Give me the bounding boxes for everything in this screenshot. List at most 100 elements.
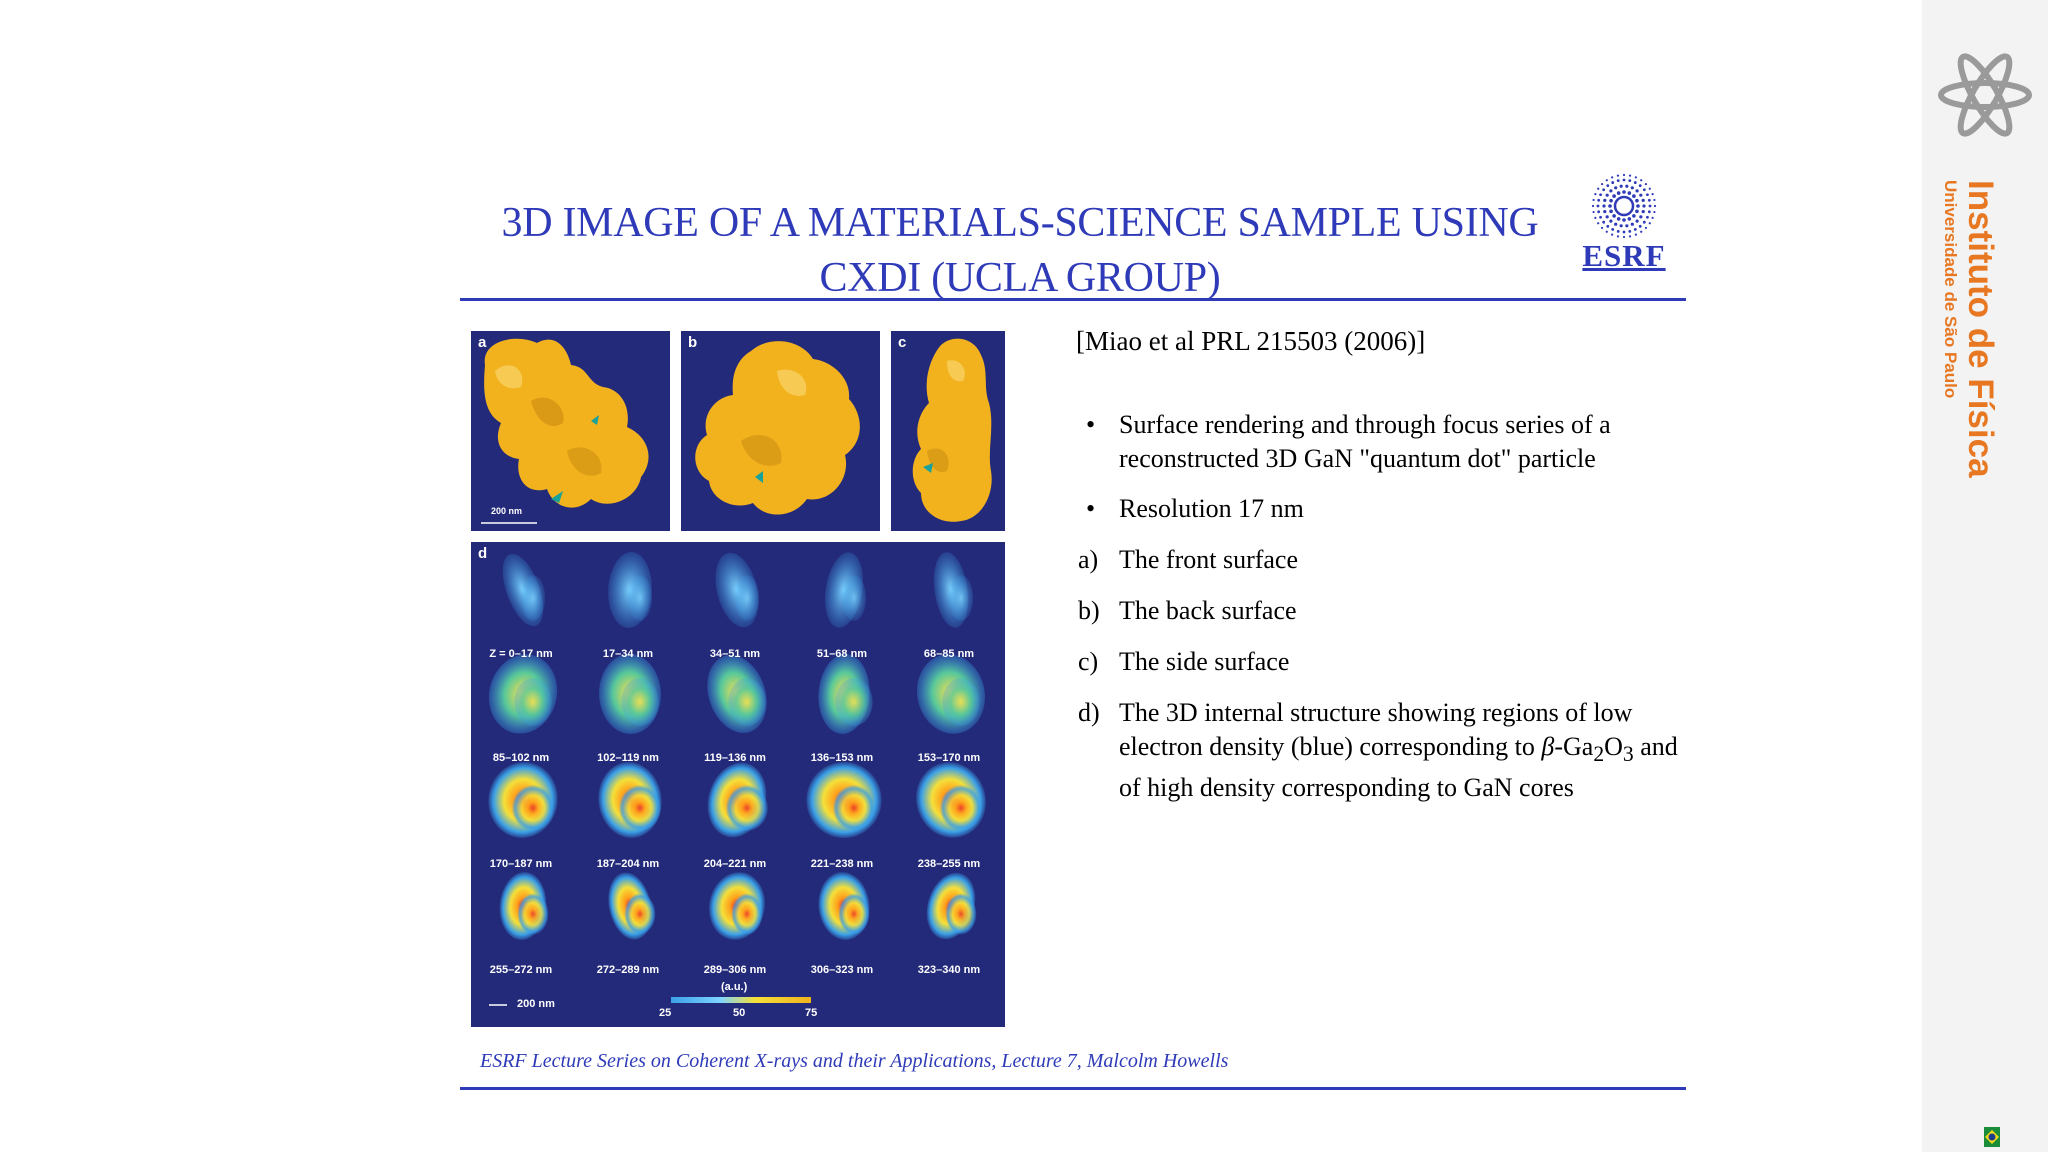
subscript: 2 [1593,742,1605,767]
slice-label: 289–306 nm [703,964,767,976]
density-slice-lobe [726,785,768,831]
bullet-item: d) The 3D internal structure showing reg… [1078,696,1682,805]
slice-label: 255–272 nm [489,964,553,976]
colorbar-unit: (a.u.) [721,981,748,993]
slice-label: 323–340 nm [917,964,981,976]
slice-label: 68–85 nm [923,648,975,660]
institute-title: Instituto de Física [1961,180,2000,478]
footer-text: ESRF Lecture Series on Coherent X-rays a… [480,1050,1229,1072]
bullet-text: Surface rendering and through focus seri… [1119,410,1611,473]
density-slice-lobe [945,893,977,935]
university-name: Universidade de São Paulo [1941,180,1960,399]
bullet-marker: b) [1078,596,1100,625]
bullet-item: c) The side surface [1078,645,1682,679]
slice-label: 119–136 nm [704,752,766,764]
bullet-text: Resolution 17 nm [1119,494,1304,523]
beta-symbol: β [1541,732,1555,761]
brazil-flag-icon [1984,1127,2000,1147]
density-slice-lobe [833,785,875,831]
density-slice-lobe [621,678,659,726]
panel-label-a: a [478,334,487,351]
surface-render-back [695,341,860,515]
bullet-text: The front surface [1119,545,1299,574]
figure-panel-c: c [891,331,1005,531]
density-slice-lobe [624,893,656,935]
bullet-text: The back surface [1119,596,1297,625]
panel-label-d: d [478,545,488,562]
slice-label: 170–187 nm [489,858,553,870]
slice-label: 306–323 nm [810,964,874,976]
density-slice-lobe [734,575,760,621]
slice-label: 238–255 nm [917,858,981,870]
citation: [Miao et al PRL 215503 (2006)] [1076,326,1426,356]
bullet-item: • Surface rendering and through focus se… [1082,408,1682,476]
slice-label: 17–34 nm [602,648,654,660]
slide-title-line1: 3D IMAGE OF A MATERIALS-SCIENCE SAMPLE U… [501,200,1539,246]
bullet-marker: c) [1078,647,1099,676]
scale-bar-label-a: 200 nm [491,506,523,516]
slide-title: 3D IMAGE OF A MATERIALS-SCIENCE SAMPLE U… [470,196,1570,306]
bullet-item: b) The back surface [1078,594,1682,628]
slice-label: 272–289 nm [596,964,660,976]
figure-panel-a: a 200 nm [471,331,670,531]
slice-label: 187–204 nm [596,858,660,870]
surface-render-side [912,338,992,522]
density-slice-lobe [520,575,546,621]
slide-title-line2: CXDI (UCLA GROUP) [819,255,1221,301]
density-slice-lobe [838,893,870,935]
title-rule [460,298,1686,301]
density-slice-lobe [517,893,549,935]
esrf-logo: ESRF [1578,172,1670,276]
panel-label-b: b [688,334,698,351]
density-slice-lobe [835,678,873,726]
slice-label: 204–221 nm [703,858,767,870]
density-slice-lobe [940,785,982,831]
density-slice-lobe [627,575,653,621]
density-slice-lobe [841,575,867,621]
bullet-marker: • [1086,410,1096,439]
bullet-text: The 3D internal structure showing region… [1119,698,1678,802]
colorbar-tick-50: 50 [733,1007,746,1019]
institute-sidebar [1922,0,2048,1152]
slice-label: 153–170 nm [917,752,981,764]
bullet-d-text-part: O [1604,732,1623,761]
density-slice-lobe [512,785,554,831]
bullet-d-text-part: -Ga [1554,732,1594,761]
slice-label: Z = 0–17 nm [489,648,553,660]
esrf-sunburst-icon [1591,173,1657,239]
density-slice-lobe [731,893,763,935]
bullet-marker: d) [1078,698,1100,727]
figure-panel-d: d Z = 0–17 nm 17–34 nm 34–51 nm 51–68 nm 68–… [471,542,1005,1027]
density-slice-lobe [514,678,552,726]
bullet-item: a) The front surface [1078,543,1682,577]
slice-label: 102–119 nm [597,752,659,764]
bullet-marker: a) [1078,545,1099,574]
bullet-d-text-part: The 3D internal structure showing region… [1119,698,1633,761]
esrf-logo-text: ESRF [1582,238,1666,273]
slide: 3D IMAGE OF A MATERIALS-SCIENCE SAMPLE U… [460,172,1686,1090]
colorbar-tick-75: 75 [805,1007,818,1019]
figure: a 200 nm b c [471,331,1005,1027]
ifsp-logo-icon [1938,53,2032,137]
bullet-d-text-part: and of high density corresponding to GaN… [1119,732,1678,803]
density-slice-lobe [728,678,766,726]
density-slice-lobe [619,785,661,831]
bullet-item: • Resolution 17 nm [1082,492,1682,526]
institute-name: Instituto de Física Universidade de São … [1939,180,2000,478]
slice-label: 51–68 nm [816,648,868,660]
surface-render-front [481,338,649,524]
slice-label: 34–51 nm [709,648,761,660]
bullet-marker: • [1086,494,1096,523]
through-focus-slices [488,552,986,1006]
figure-panel-b: b [681,331,880,531]
bullet-list: • Surface rendering and through focus se… [1078,408,1682,822]
slice-label: 85–102 nm [492,752,550,764]
footer-rule [460,1087,1686,1090]
scale-bar-label-d: 200 nm [517,998,555,1010]
bullet-text: The side surface [1119,647,1290,676]
slice-label: 136–153 nm [810,752,874,764]
panel-label-c: c [898,334,907,351]
density-slice-lobe [942,678,980,726]
subscript: 3 [1622,742,1634,767]
density-slice-lobe [948,575,974,621]
